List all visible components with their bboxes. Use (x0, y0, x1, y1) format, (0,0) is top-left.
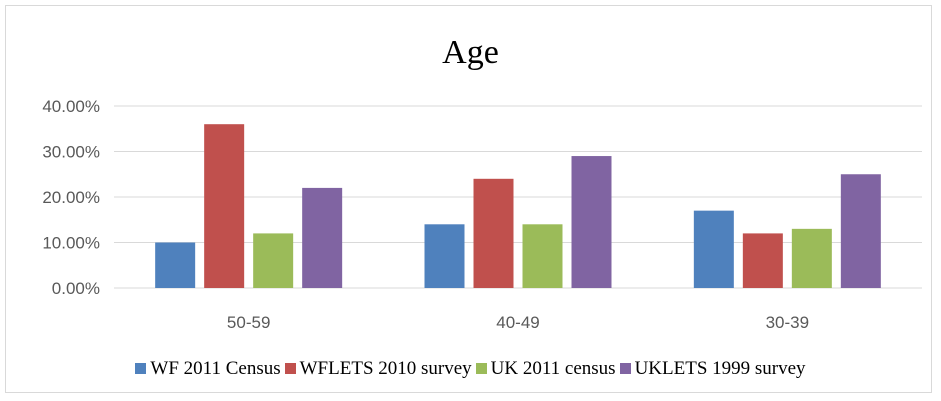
legend-item: WFLETS 2010 survey (284, 358, 472, 380)
bar (302, 187, 343, 288)
legend: WF 2011 Census WFLETS 2010 survey UK 2011 … (0, 358, 941, 380)
x-tick-label: 50-59 (227, 313, 270, 332)
x-axis-tick-labels: 50-59 40-49 30-39 (227, 313, 809, 332)
bar (522, 224, 563, 288)
legend-label: WF 2011 Census (150, 358, 281, 379)
legend-item: WF 2011 Census (135, 358, 281, 380)
y-tick-label: 10.00% (42, 234, 100, 253)
bar (155, 242, 196, 288)
chart-title: Age (442, 34, 499, 71)
legend-item: UKLETS 1999 survey (619, 358, 806, 380)
gridlines (114, 105, 922, 289)
legend-label: UKLETS 1999 survey (634, 358, 806, 379)
bar (840, 174, 881, 288)
legend-item: UK 2011 census (475, 358, 616, 380)
x-tick-label: 40-49 (496, 313, 539, 332)
y-axis-tick-labels: 0.00% 10.00% 20.00% 30.00% 40.00% (42, 97, 100, 298)
legend-swatch (619, 363, 631, 374)
bars (155, 124, 881, 288)
chart-frame (5, 5, 932, 393)
legend-swatch (135, 363, 147, 374)
y-tick-label: 0.00% (52, 279, 100, 298)
bar (571, 156, 612, 288)
legend-label: UK 2011 census (490, 358, 616, 379)
bar (693, 210, 734, 288)
bar (473, 178, 514, 288)
y-tick-label: 40.00% (42, 97, 100, 116)
bar (204, 124, 245, 288)
y-tick-label: 20.00% (42, 188, 100, 207)
legend-label: WFLETS 2010 survey (299, 358, 472, 379)
legend-swatch (284, 363, 296, 374)
bar (791, 228, 832, 288)
y-tick-label: 30.00% (42, 143, 100, 162)
bar (424, 224, 465, 288)
x-tick-label: 30-39 (766, 313, 809, 332)
legend-swatch (475, 363, 487, 374)
bar (253, 233, 294, 288)
bar (742, 233, 783, 288)
